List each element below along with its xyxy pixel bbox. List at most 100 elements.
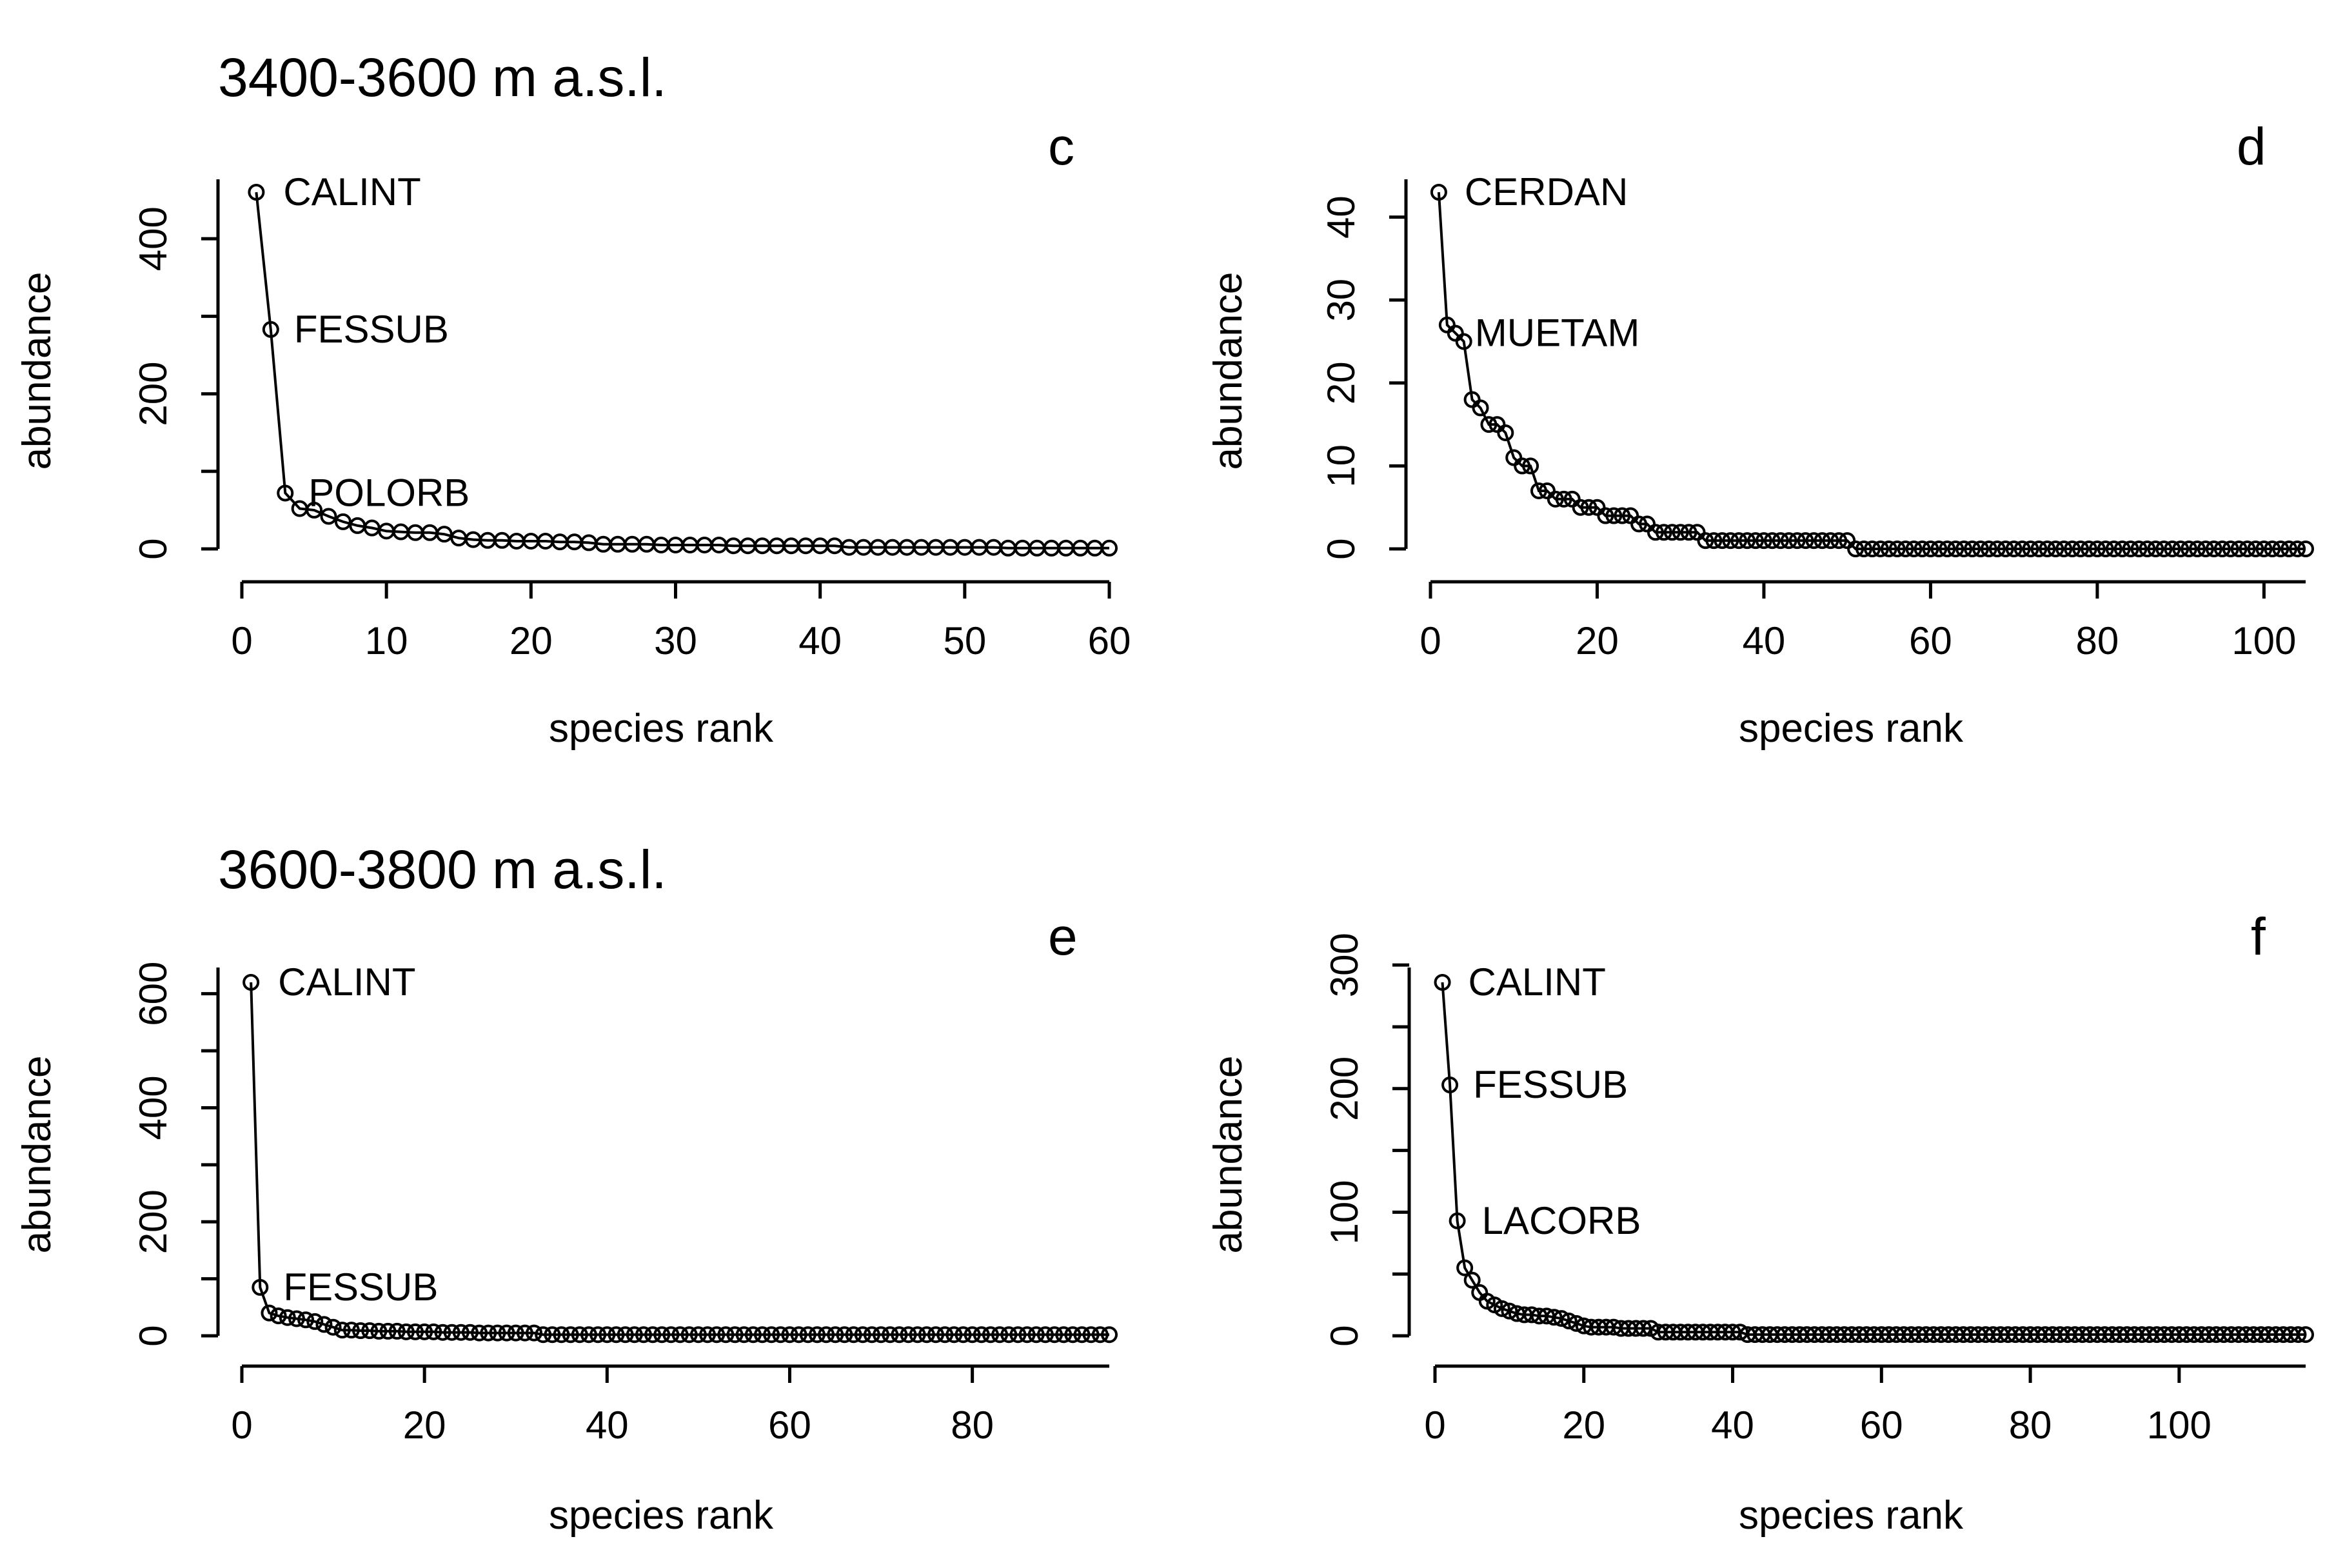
data-point — [1647, 524, 1664, 541]
x-tick-label: 60 — [1088, 619, 1131, 662]
data-point — [1480, 416, 1498, 433]
data-point — [2164, 541, 2181, 557]
data-point — [2280, 541, 2298, 557]
data-point — [1463, 391, 1481, 408]
x-tick-label: 60 — [1909, 619, 1952, 662]
x-tick-label: 0 — [231, 1404, 252, 1447]
x-tick-label: 0 — [231, 619, 252, 662]
data-point — [261, 1304, 278, 1322]
data-point — [726, 1326, 744, 1344]
data-point — [699, 1326, 717, 1344]
data-point — [882, 1326, 899, 1344]
data-point — [262, 321, 279, 338]
x-tick-label: 80 — [2076, 619, 2119, 662]
data-point — [2105, 541, 2122, 557]
data-point — [1588, 499, 1606, 516]
data-point — [1755, 532, 1772, 550]
y-tick-label: 0 — [1320, 538, 1363, 559]
data-point — [1914, 541, 1931, 557]
data-point — [370, 1322, 388, 1340]
data-point — [2005, 541, 2023, 557]
data-point — [544, 1326, 561, 1344]
data-point — [964, 1326, 981, 1344]
data-point — [1530, 482, 1548, 499]
data-point — [507, 1324, 524, 1342]
data-point — [1797, 532, 1814, 550]
data-point — [735, 1326, 753, 1344]
data-point — [2213, 541, 2231, 557]
data-point — [2064, 541, 2081, 557]
data-point — [407, 1323, 424, 1340]
data-point — [1493, 1300, 1510, 1317]
data-point — [1997, 541, 2014, 557]
data-point — [1547, 490, 1564, 508]
x-axis-title: species rank — [549, 706, 774, 751]
species-annotation: CALINT — [283, 170, 420, 213]
data-point — [535, 1326, 552, 1344]
data-point — [416, 1323, 433, 1340]
data-point — [242, 974, 260, 991]
data-point — [2030, 541, 2048, 557]
species-annotation: LACORB — [1482, 1199, 1641, 1242]
data-point — [379, 1322, 397, 1340]
data-point — [1505, 449, 1523, 466]
data-point — [2264, 541, 2281, 557]
y-tick-label: 0 — [132, 1325, 175, 1346]
data-point — [799, 1326, 816, 1344]
data-point — [863, 1326, 880, 1344]
data-point — [342, 1322, 360, 1339]
data-point — [608, 1326, 625, 1344]
data-point — [1630, 515, 1648, 533]
data-point — [680, 1326, 698, 1344]
y-axis-title: abundance — [1206, 1056, 1251, 1254]
x-tick-label: 80 — [2009, 1404, 2052, 1447]
panel-label: c — [1048, 117, 1074, 176]
data-point — [1538, 482, 1556, 499]
data-point — [1688, 524, 1706, 541]
data-point — [854, 1326, 871, 1344]
data-point — [1739, 532, 1756, 550]
x-tick-label: 60 — [768, 1404, 811, 1447]
data-point — [873, 1326, 890, 1344]
data-point — [754, 1326, 771, 1344]
panel-label: f — [2251, 908, 2266, 966]
data-point — [397, 1323, 415, 1340]
data-point — [1964, 541, 1981, 557]
data-point — [2205, 541, 2222, 557]
data-point — [982, 1326, 999, 1344]
data-point — [891, 1326, 908, 1344]
panel-d: d 0 20 40 60 80 100 0 10 20 30 40 species rank abunda… — [1206, 117, 2314, 751]
data-point — [1009, 1326, 1027, 1344]
x-tick-label: 50 — [943, 619, 986, 662]
y-tick-label: 10 — [1320, 444, 1363, 488]
data-point — [2155, 541, 2173, 557]
data-point — [297, 1311, 315, 1329]
data-point — [288, 1310, 305, 1327]
data-point — [1522, 457, 1539, 475]
panel-c: c 0 10 20 30 40 50 60 0 200 400 species rank abundan… — [15, 117, 1131, 751]
data-point — [388, 1322, 406, 1340]
data-point — [900, 1326, 917, 1344]
data-point — [277, 484, 294, 502]
data-point — [1680, 524, 1697, 541]
data-point — [1447, 324, 1464, 342]
data-point — [1441, 1077, 1459, 1094]
data-point — [1073, 1326, 1091, 1344]
data-point — [1655, 524, 1672, 541]
x-tick-label: 40 — [798, 619, 842, 662]
data-point — [1572, 499, 1589, 516]
data-point — [1597, 507, 1614, 524]
data-point — [973, 1326, 990, 1344]
data-point — [744, 1326, 762, 1344]
data-point — [1730, 532, 1748, 550]
data-point — [2172, 541, 2190, 557]
species-annotation: POLORB — [308, 471, 470, 514]
data-point — [589, 1326, 607, 1344]
data-point — [1830, 532, 1848, 550]
data-point — [480, 1324, 497, 1342]
y-tick-label: 400 — [132, 206, 175, 271]
data-point — [1980, 541, 1997, 557]
species-annotation: CALINT — [1469, 960, 1606, 1004]
data-point — [1489, 416, 1506, 433]
data-point — [1922, 541, 1939, 557]
